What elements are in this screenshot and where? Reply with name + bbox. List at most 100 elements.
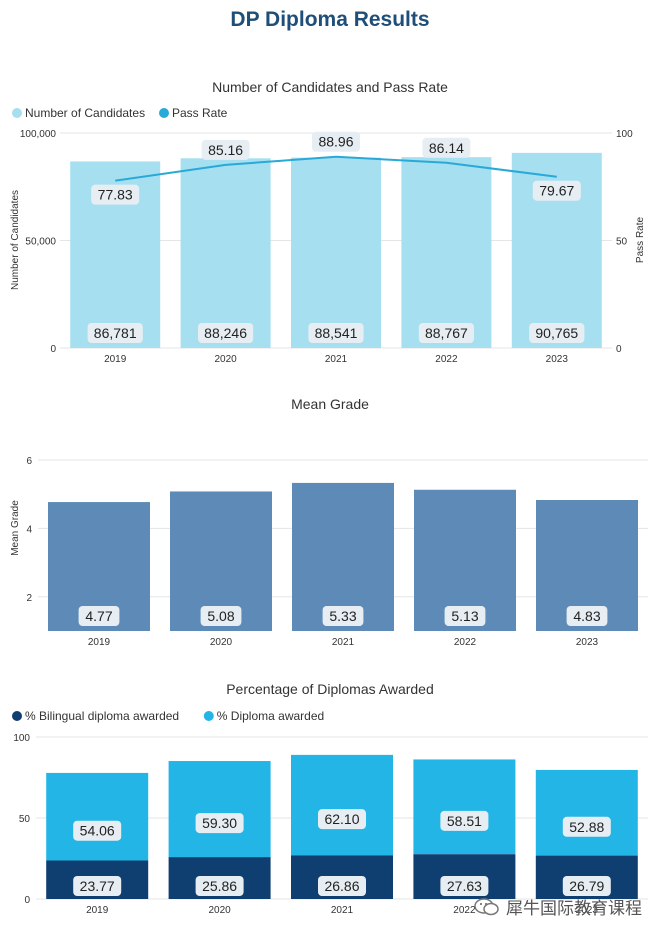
- chart3-bilingual-label-2020: 25.86: [202, 878, 237, 894]
- chart3-diploma-label-2019-bg: [73, 820, 122, 841]
- chart1-bar-label-2022-bg: [418, 323, 474, 343]
- wechat-icon: [474, 897, 499, 915]
- chart2-bar-label-2021-bg: [322, 606, 364, 626]
- chart3-ytick-2: 100: [13, 733, 30, 744]
- chart3-bilingual-label-2021-bg: [318, 876, 366, 896]
- chart2-ytick-0: 2: [26, 593, 32, 604]
- chart1-bar-2020: [180, 158, 271, 348]
- chart3-ytick-0: 0: [24, 895, 30, 906]
- chart1-bar-label-2021-bg: [308, 323, 364, 343]
- chart2-xtick-2023: 2023: [576, 637, 599, 648]
- chart1-bar-2021: [291, 157, 381, 348]
- chart3-legend-label-0: % Bilingual diploma awarded: [25, 709, 179, 723]
- watermark: 犀牛国际教育课程: [474, 894, 642, 919]
- chart3-bilingual-label-2023-bg: [562, 876, 611, 896]
- chart2-bar-label-2020-bg: [200, 606, 242, 626]
- chart1-line-label-2021-bg: [312, 131, 360, 152]
- chart2-bar-label-2019: 4.77: [85, 608, 112, 624]
- chart3-diploma-label-2020: 59.30: [202, 815, 237, 831]
- chart3-diploma-bar-2023: [535, 769, 638, 856]
- chart1-legend-marker-1: [159, 108, 169, 118]
- chart1-line-label-2020: 85.16: [208, 142, 243, 158]
- chart2-ytick-2: 6: [26, 456, 32, 467]
- chart1-line-label-2022: 86.14: [429, 140, 464, 156]
- chart1-xtick-2022: 2022: [435, 354, 458, 365]
- chart3-diploma-label-2020-bg: [195, 813, 244, 834]
- chart2-bar-label-2021: 5.33: [329, 608, 356, 624]
- chart2-bar-label-2020: 5.08: [207, 608, 234, 624]
- chart3-bilingual-label-2022: 27.63: [447, 878, 482, 894]
- chart3-diploma-label-2022: 58.51: [447, 813, 482, 829]
- chart1-bar-label-2019-bg: [87, 323, 143, 343]
- chart1-ylabel: Number of Candidates: [10, 190, 21, 290]
- chart2-bar-label-2023-bg: [566, 606, 608, 626]
- chart2-xtick-2021: 2021: [332, 637, 355, 648]
- chart1-xtick-2023: 2023: [546, 354, 569, 365]
- chart3-diploma-label-2019: 54.06: [80, 823, 115, 839]
- chart1-ytick-1: 50,000: [25, 237, 56, 248]
- chart3-xtick-2021: 2021: [331, 905, 354, 916]
- chart1-y2tick-2: 100: [616, 129, 633, 140]
- chart3-diploma-label-2023-bg: [562, 816, 611, 837]
- chart3-diploma-bar-2022: [413, 759, 516, 855]
- chart3-bilingual-label-2019: 23.77: [80, 878, 115, 894]
- chart1-title: Number of Candidates and Pass Rate: [212, 79, 448, 95]
- chart3-title: Percentage of Diplomas Awarded: [226, 681, 434, 697]
- chart1-bar-label-2021: 88,541: [315, 325, 358, 341]
- chart2-bar-label-2023: 4.83: [573, 608, 600, 624]
- chart3-bilingual-label-2023: 26.79: [569, 878, 604, 894]
- chart3-xtick-2019: 2019: [86, 905, 109, 916]
- chart2-xtick-2022: 2022: [454, 637, 477, 648]
- chart3-legend-label-1: % Diploma awarded: [217, 709, 324, 723]
- chart2-bar-label-2022-bg: [444, 606, 486, 626]
- chart1-bar-label-2020-bg: [198, 323, 254, 343]
- chart1-ytick-0: 0: [50, 344, 56, 355]
- chart1-line-label-2023: 79.67: [539, 183, 574, 199]
- chart3-diploma-label-2021: 62.10: [324, 811, 359, 827]
- chart1-bar-label-2022: 88,767: [425, 325, 468, 341]
- chart1-y2tick-1: 50: [616, 237, 628, 248]
- chart3-diploma-bar-2020: [168, 761, 271, 858]
- chart1-line-label-2019-bg: [91, 184, 140, 205]
- chart3-bilingual-label-2021: 26.86: [324, 878, 359, 894]
- chart1-ytick-2: 100,000: [20, 129, 57, 140]
- chart3-diploma-label-2021-bg: [318, 809, 366, 830]
- chart1-pass-rate-line: [115, 155, 557, 182]
- chart2-bar-label-2019-bg: [78, 606, 120, 626]
- chart3-bilingual-label-2019-bg: [73, 876, 122, 896]
- chart3-xtick-2023: 2023: [576, 905, 599, 916]
- chart3-legend-marker-0: [12, 711, 22, 721]
- chart2-xtick-2020: 2020: [210, 637, 233, 648]
- chart3-xtick-2022: 2022: [453, 905, 476, 916]
- chart3-diploma-label-2023: 52.88: [569, 819, 604, 835]
- chart1-bar-label-2020: 88,246: [204, 325, 247, 341]
- chart2-title: Mean Grade: [291, 396, 369, 412]
- chart1-line-label-2022-bg: [422, 137, 471, 158]
- chart1-legend-label-1: Pass Rate: [172, 106, 228, 120]
- chart2-bar-label-2022: 5.13: [451, 608, 478, 624]
- chart3-xtick-2020: 2020: [208, 905, 231, 916]
- chart1-line-label-2023-bg: [532, 180, 581, 201]
- chart2-xtick-2019: 2019: [88, 637, 111, 648]
- chart3-legend-marker-1: [203, 711, 214, 721]
- chart3-bilingual-label-2020-bg: [195, 876, 244, 896]
- chart2-ylabel: Mean Grade: [10, 500, 21, 556]
- chart1-bar-label-2019: 86,781: [94, 325, 137, 341]
- chart1-y2label: Pass Rate: [635, 216, 646, 263]
- chart1-line-label-2020-bg: [201, 139, 250, 160]
- chart1-bar-2022: [401, 157, 492, 348]
- watermark-text: 犀牛国际教育课程: [506, 899, 642, 918]
- chart1-line-label-2019: 77.83: [98, 187, 133, 203]
- chart1-xtick-2021: 2021: [325, 354, 348, 365]
- chart2-ytick-1: 4: [26, 524, 32, 535]
- page-title: DP Diploma Results: [230, 8, 430, 31]
- chart3-diploma-bar-2021: [291, 754, 393, 856]
- chart1-legend-label-0: Number of Candidates: [25, 106, 145, 120]
- chart3-ytick-1: 50: [19, 814, 31, 825]
- chart1-y2tick-0: 0: [616, 344, 622, 355]
- chart1-bar-label-2023: 90,765: [535, 325, 578, 341]
- chart1-legend-marker-0: [12, 108, 22, 118]
- chart3-bilingual-label-2022-bg: [440, 876, 489, 896]
- chart3-diploma-bar-2019: [46, 772, 149, 861]
